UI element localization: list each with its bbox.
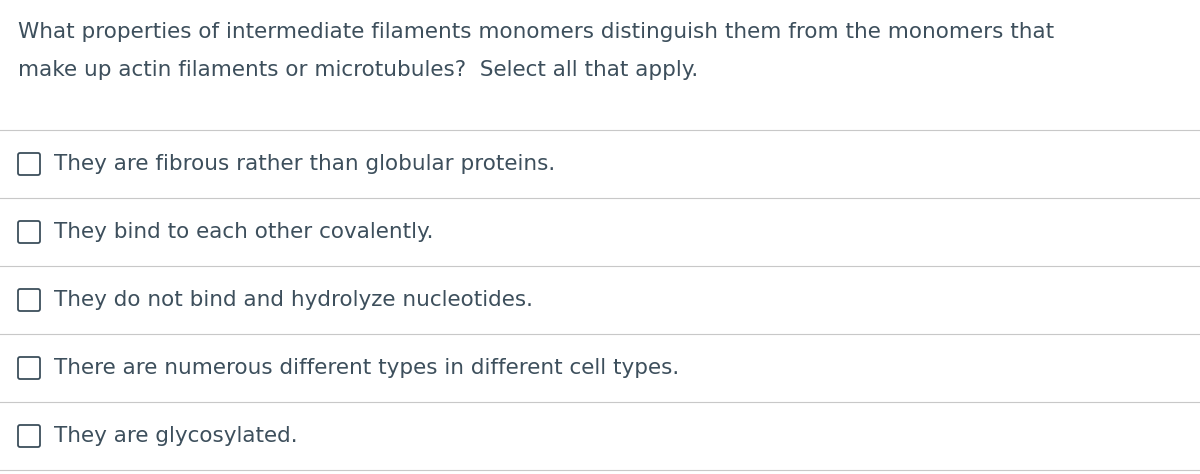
Text: make up actin filaments or microtubules?  Select all that apply.: make up actin filaments or microtubules?…: [18, 60, 698, 80]
Text: They bind to each other covalently.: They bind to each other covalently.: [54, 222, 433, 242]
Text: They are fibrous rather than globular proteins.: They are fibrous rather than globular pr…: [54, 154, 556, 174]
FancyBboxPatch shape: [18, 357, 40, 379]
FancyBboxPatch shape: [18, 221, 40, 243]
Text: What properties of intermediate filaments monomers distinguish them from the mon: What properties of intermediate filament…: [18, 22, 1054, 42]
Text: There are numerous different types in different cell types.: There are numerous different types in di…: [54, 358, 679, 378]
FancyBboxPatch shape: [18, 425, 40, 447]
FancyBboxPatch shape: [18, 289, 40, 311]
Text: They do not bind and hydrolyze nucleotides.: They do not bind and hydrolyze nucleotid…: [54, 290, 533, 310]
Text: They are glycosylated.: They are glycosylated.: [54, 426, 298, 446]
FancyBboxPatch shape: [18, 153, 40, 175]
